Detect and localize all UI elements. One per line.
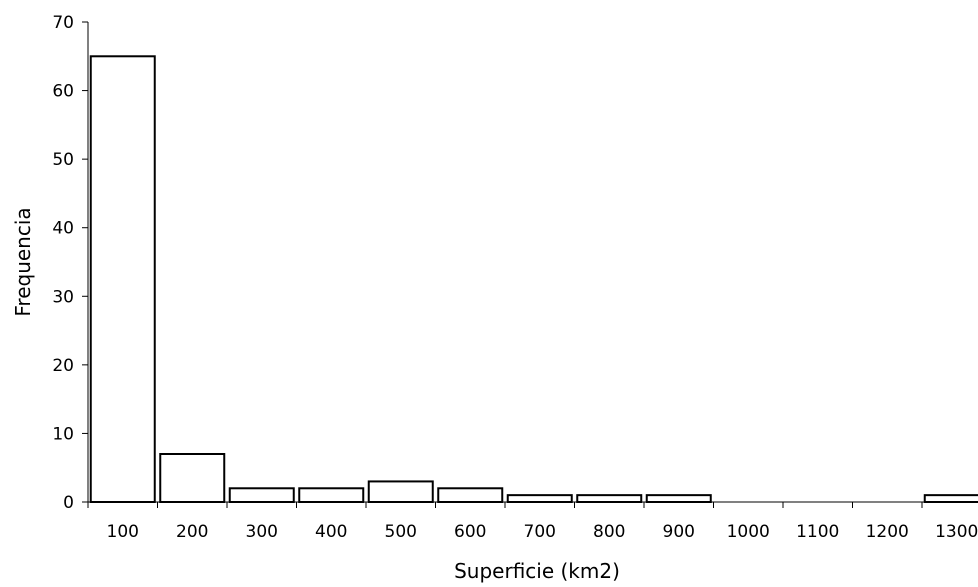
bar-400 <box>298 487 365 503</box>
x-tick-label: 500 <box>385 522 417 542</box>
x-tick-label: 800 <box>593 522 625 542</box>
x-tick-label: 900 <box>663 522 695 542</box>
bar-900 <box>645 494 712 503</box>
y-tick-label: 60 <box>52 82 74 102</box>
bar-200 <box>159 453 226 503</box>
y-ticks-group: 0 10 20 30 40 50 60 70 <box>52 13 88 513</box>
y-axis-title: Frequencia <box>11 207 35 316</box>
y-tick-label: 0 <box>63 493 74 513</box>
x-tick-label: 300 <box>246 522 278 542</box>
x-tick-label: 100 <box>107 522 139 542</box>
y-tick-label: 10 <box>52 424 74 444</box>
y-tick-label: 20 <box>52 356 74 376</box>
y-tick-label: 50 <box>52 150 74 170</box>
x-ticks-group: 100 200 300 400 500 600 700 800 900 1000 1100 1200 1… <box>87 502 978 542</box>
x-tick-label: 1300 <box>935 522 978 542</box>
x-tick-label: 600 <box>454 522 486 542</box>
y-tick-label: 40 <box>52 219 74 239</box>
x-tick-label: 1100 <box>796 522 839 542</box>
bar-700 <box>506 494 573 503</box>
bar-300 <box>228 487 295 503</box>
x-tick-label: 200 <box>176 522 208 542</box>
bar-800 <box>576 494 643 503</box>
x-tick-label: 700 <box>524 522 556 542</box>
y-tick-label: 30 <box>52 287 74 307</box>
x-tick-label: 400 <box>315 522 347 542</box>
x-tick-label: 1200 <box>866 522 909 542</box>
bar-600 <box>437 487 504 503</box>
axes-group <box>87 22 978 503</box>
bars-group <box>89 55 978 504</box>
x-tick-label: 1000 <box>727 522 770 542</box>
bar-1300 <box>923 494 978 503</box>
x-axis-title: Superficie (km2) <box>454 559 620 583</box>
bar-100 <box>89 55 156 504</box>
y-tick-label: 70 <box>52 13 74 33</box>
bar-500 <box>367 480 434 503</box>
